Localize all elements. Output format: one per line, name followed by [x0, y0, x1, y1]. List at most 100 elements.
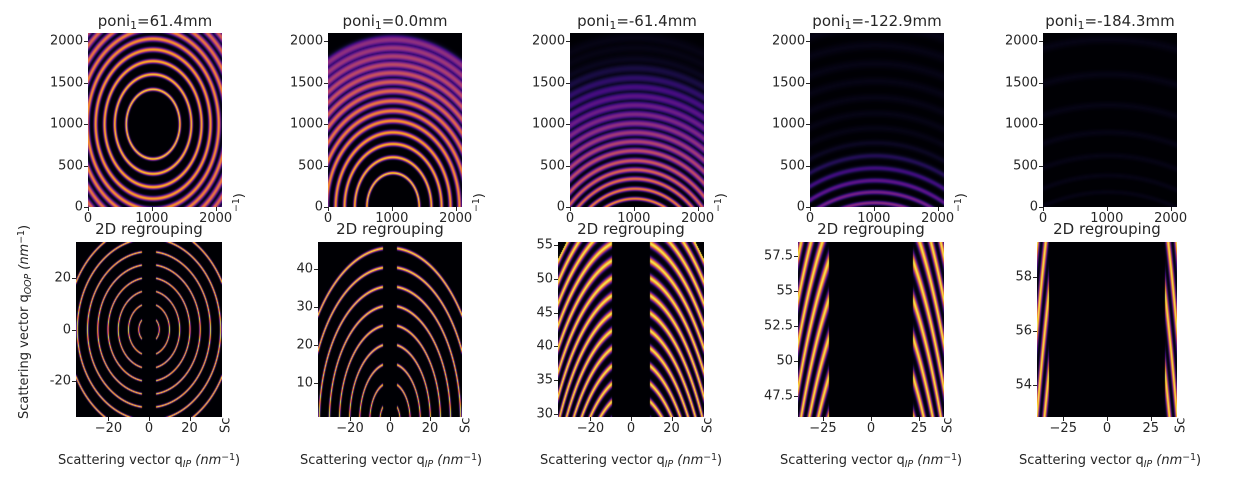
ytick-label-bottom-3: 45	[536, 305, 553, 321]
ytick-label-top-3: 1000	[532, 116, 566, 132]
ytick-mark-top-4	[806, 124, 810, 125]
xtick-mark-top-2	[328, 207, 329, 211]
ytick-label-top-3: 2000	[532, 33, 566, 49]
xtick-label-bottom-3: 0	[626, 421, 636, 436]
ytick-label-top-3: 500	[540, 158, 565, 174]
ytick-mark-top-3	[566, 166, 570, 167]
xtick-label-top-4: 1000	[857, 211, 891, 226]
xtick-label-top-2: 1000	[375, 211, 409, 226]
xtick-mark-bottom-5	[1063, 417, 1064, 421]
xtick-label-bottom-5: 25	[1142, 421, 1160, 436]
detector-image-panel-4	[810, 33, 944, 207]
xtick-label-bottom-1: 20	[181, 421, 198, 436]
ytick-mark-bottom-3	[554, 279, 558, 280]
regrouping-title-4: 2D regrouping	[817, 220, 925, 238]
ytick-mark-bottom-4	[794, 361, 798, 362]
xtick-mark-top-3	[570, 207, 571, 211]
ytick-mark-bottom-5	[1033, 331, 1037, 332]
ytick-label-top-5: 1000	[1005, 116, 1039, 132]
ytick-mark-bottom-2	[314, 269, 318, 270]
ytick-label-top-1: 1000	[50, 116, 84, 132]
truncated-axis-label-4: Sc	[940, 417, 956, 433]
xtick-mark-bottom-3	[672, 417, 673, 421]
ytick-label-top-4: 1000	[772, 116, 806, 132]
xtick-label-top-1: 0	[83, 211, 93, 226]
ytick-label-top-4: 1500	[772, 75, 806, 91]
xtick-mark-top-3	[698, 207, 699, 211]
ytick-mark-top-3	[566, 207, 570, 208]
ytick-mark-bottom-5	[1033, 385, 1037, 386]
ytick-label-bottom-5: 54	[1015, 377, 1032, 393]
xtick-label-bottom-5: −25	[1049, 421, 1077, 436]
ytick-mark-top-2	[324, 124, 328, 125]
ytick-mark-bottom-2	[314, 307, 318, 308]
regrouping-title-5: 2D regrouping	[1053, 220, 1161, 238]
detector-image-5	[1043, 33, 1177, 207]
ytick-mark-top-3	[566, 41, 570, 42]
truncated-axis-label-1: Sc	[218, 417, 234, 433]
panel-title-2: poni1=0.0mm	[342, 12, 448, 33]
detector-image-panel-2	[328, 33, 462, 207]
ytick-label-bottom-3: 30	[536, 406, 553, 422]
ytick-mark-bottom-4	[794, 396, 798, 397]
regrouping-image-3	[558, 242, 704, 417]
ytick-mark-bottom-2	[314, 383, 318, 384]
ytick-mark-bottom-3	[554, 414, 558, 415]
ytick-mark-bottom-4	[794, 326, 798, 327]
xtick-mark-top-1	[88, 207, 89, 211]
regrouping-title-3: 2D regrouping	[577, 220, 685, 238]
xaxis-label-1: Scattering vector qIP (nm−1)	[58, 452, 241, 470]
xtick-label-top-1: 1000	[135, 211, 169, 226]
regrouping-panel-4	[798, 242, 944, 417]
ytick-label-top-3: 1500	[532, 75, 566, 91]
ytick-mark-bottom-5	[1033, 277, 1037, 278]
xtick-mark-top-4	[874, 207, 875, 211]
regrouping-title-1: 2D regrouping	[95, 220, 203, 238]
truncated-units-fragment-3: −1)	[713, 193, 730, 212]
ytick-mark-top-5	[1039, 83, 1043, 84]
xtick-mark-bottom-5	[1151, 417, 1152, 421]
ytick-label-bottom-4: 55	[776, 283, 793, 299]
xtick-mark-top-4	[810, 207, 811, 211]
ytick-mark-top-2	[324, 207, 328, 208]
ytick-label-top-4: 2000	[772, 33, 806, 49]
ytick-mark-top-1	[84, 124, 88, 125]
ytick-label-bottom-3: 55	[536, 237, 553, 253]
ytick-mark-bottom-2	[314, 345, 318, 346]
ytick-label-bottom-3: 40	[536, 338, 553, 354]
regrouping-panel-3	[558, 242, 704, 417]
xtick-mark-bottom-3	[631, 417, 632, 421]
xtick-mark-bottom-5	[1107, 417, 1108, 421]
ytick-label-top-2: 1000	[290, 116, 324, 132]
ytick-mark-top-4	[806, 41, 810, 42]
panel-title-1: poni1=61.4mm	[97, 12, 213, 33]
xtick-mark-top-1	[152, 207, 153, 211]
xtick-mark-top-5	[1107, 207, 1108, 211]
ytick-label-top-5: 2000	[1005, 33, 1039, 49]
regrouping-panel-5	[1037, 242, 1177, 417]
xtick-mark-top-1	[216, 207, 217, 211]
regrouping-title-2: 2D regrouping	[336, 220, 444, 238]
detector-image-2	[328, 33, 462, 207]
truncated-units-fragment-4: −1)	[953, 193, 970, 212]
ytick-label-bottom-4: 50	[776, 353, 793, 369]
xtick-label-bottom-2: 0	[385, 421, 395, 436]
xtick-mark-bottom-2	[350, 417, 351, 421]
ytick-label-bottom-2: 40	[296, 261, 313, 277]
ytick-mark-top-4	[806, 207, 810, 208]
ytick-label-bottom-1: -20	[49, 373, 71, 389]
ytick-mark-bottom-3	[554, 380, 558, 381]
ytick-mark-bottom-1	[72, 330, 76, 331]
ytick-label-bottom-4: 47.5	[764, 388, 793, 404]
ytick-mark-top-3	[566, 124, 570, 125]
ytick-mark-bottom-1	[72, 381, 76, 382]
ytick-mark-top-3	[566, 83, 570, 84]
xtick-mark-top-4	[938, 207, 939, 211]
ytick-label-top-1: 500	[58, 158, 83, 174]
xaxis-label-4: Scattering vector qIP (nm−1)	[780, 452, 963, 470]
xtick-label-top-5: 1000	[1090, 211, 1124, 226]
truncated-units-fragment-1: −1)	[231, 193, 248, 212]
xaxis-label-2: Scattering vector qIP (nm−1)	[300, 452, 483, 470]
ytick-label-bottom-2: 30	[296, 299, 313, 315]
